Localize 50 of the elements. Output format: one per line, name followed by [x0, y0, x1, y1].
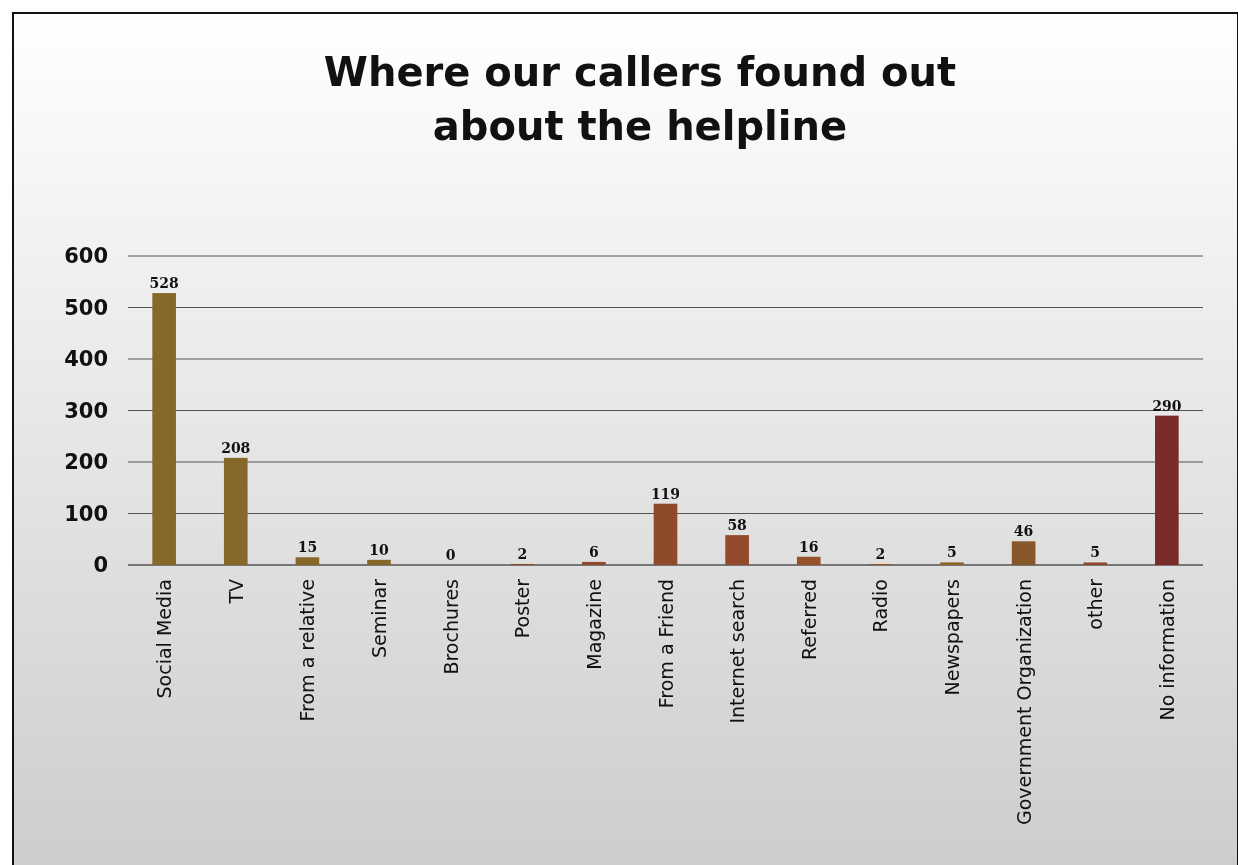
x-tick-label: Newspapers [940, 579, 963, 696]
x-tick-label: Radio [869, 579, 892, 633]
bar [295, 557, 320, 565]
bar [367, 559, 391, 565]
bar [653, 503, 678, 565]
x-tick-label: Government Organization [1012, 579, 1035, 825]
x-tick-label: Referred [797, 579, 820, 661]
data-label: 6 [589, 543, 599, 560]
x-tick-label: Seminar [368, 578, 391, 659]
x-tick-label: Internet search [726, 579, 749, 724]
data-label: 290 [1152, 397, 1182, 414]
data-label: 10 [369, 541, 390, 558]
bar [1155, 415, 1179, 565]
x-tick-label: Brochures [439, 579, 462, 675]
data-label: 5 [1090, 544, 1101, 561]
data-label: 528 [149, 275, 179, 292]
y-tick-label: 400 [64, 347, 108, 372]
bar [152, 293, 176, 565]
x-tick-label: No information [1155, 579, 1178, 721]
data-label: 2 [517, 545, 528, 562]
y-tick-label: 200 [64, 450, 108, 475]
data-label: 5 [947, 544, 957, 561]
y-tick-label: 600 [64, 244, 108, 269]
bar [796, 556, 821, 565]
bar [582, 561, 606, 565]
bar [940, 562, 964, 565]
x-tick-label: Magazine [582, 579, 605, 670]
data-label: 46 [1013, 523, 1034, 540]
data-label: 0 [445, 547, 456, 563]
x-tick-label: From a Friend [654, 579, 677, 709]
y-tick-label: 300 [64, 398, 108, 423]
chart-title: Where our callers found out about the helpline [323, 49, 957, 149]
bar [725, 535, 749, 565]
data-label: 58 [727, 517, 747, 534]
x-tick-label: Social Media [153, 579, 176, 699]
data-label: 15 [297, 539, 318, 556]
x-tick-label: Poster [511, 578, 534, 639]
x-tick-label: other [1084, 578, 1107, 630]
bar [1011, 541, 1036, 565]
bar [1083, 562, 1108, 565]
y-tick-label: 100 [64, 501, 108, 526]
x-tick-label: From a relative [296, 579, 319, 722]
bar [223, 457, 248, 565]
data-label: 208 [221, 439, 251, 456]
x-tick-label: TV [224, 579, 247, 605]
data-label: 16 [799, 538, 819, 555]
data-label: 2 [875, 545, 886, 562]
data-label: 119 [650, 485, 681, 502]
y-tick-label: 500 [64, 295, 108, 320]
y-tick-label: 0 [93, 553, 108, 578]
